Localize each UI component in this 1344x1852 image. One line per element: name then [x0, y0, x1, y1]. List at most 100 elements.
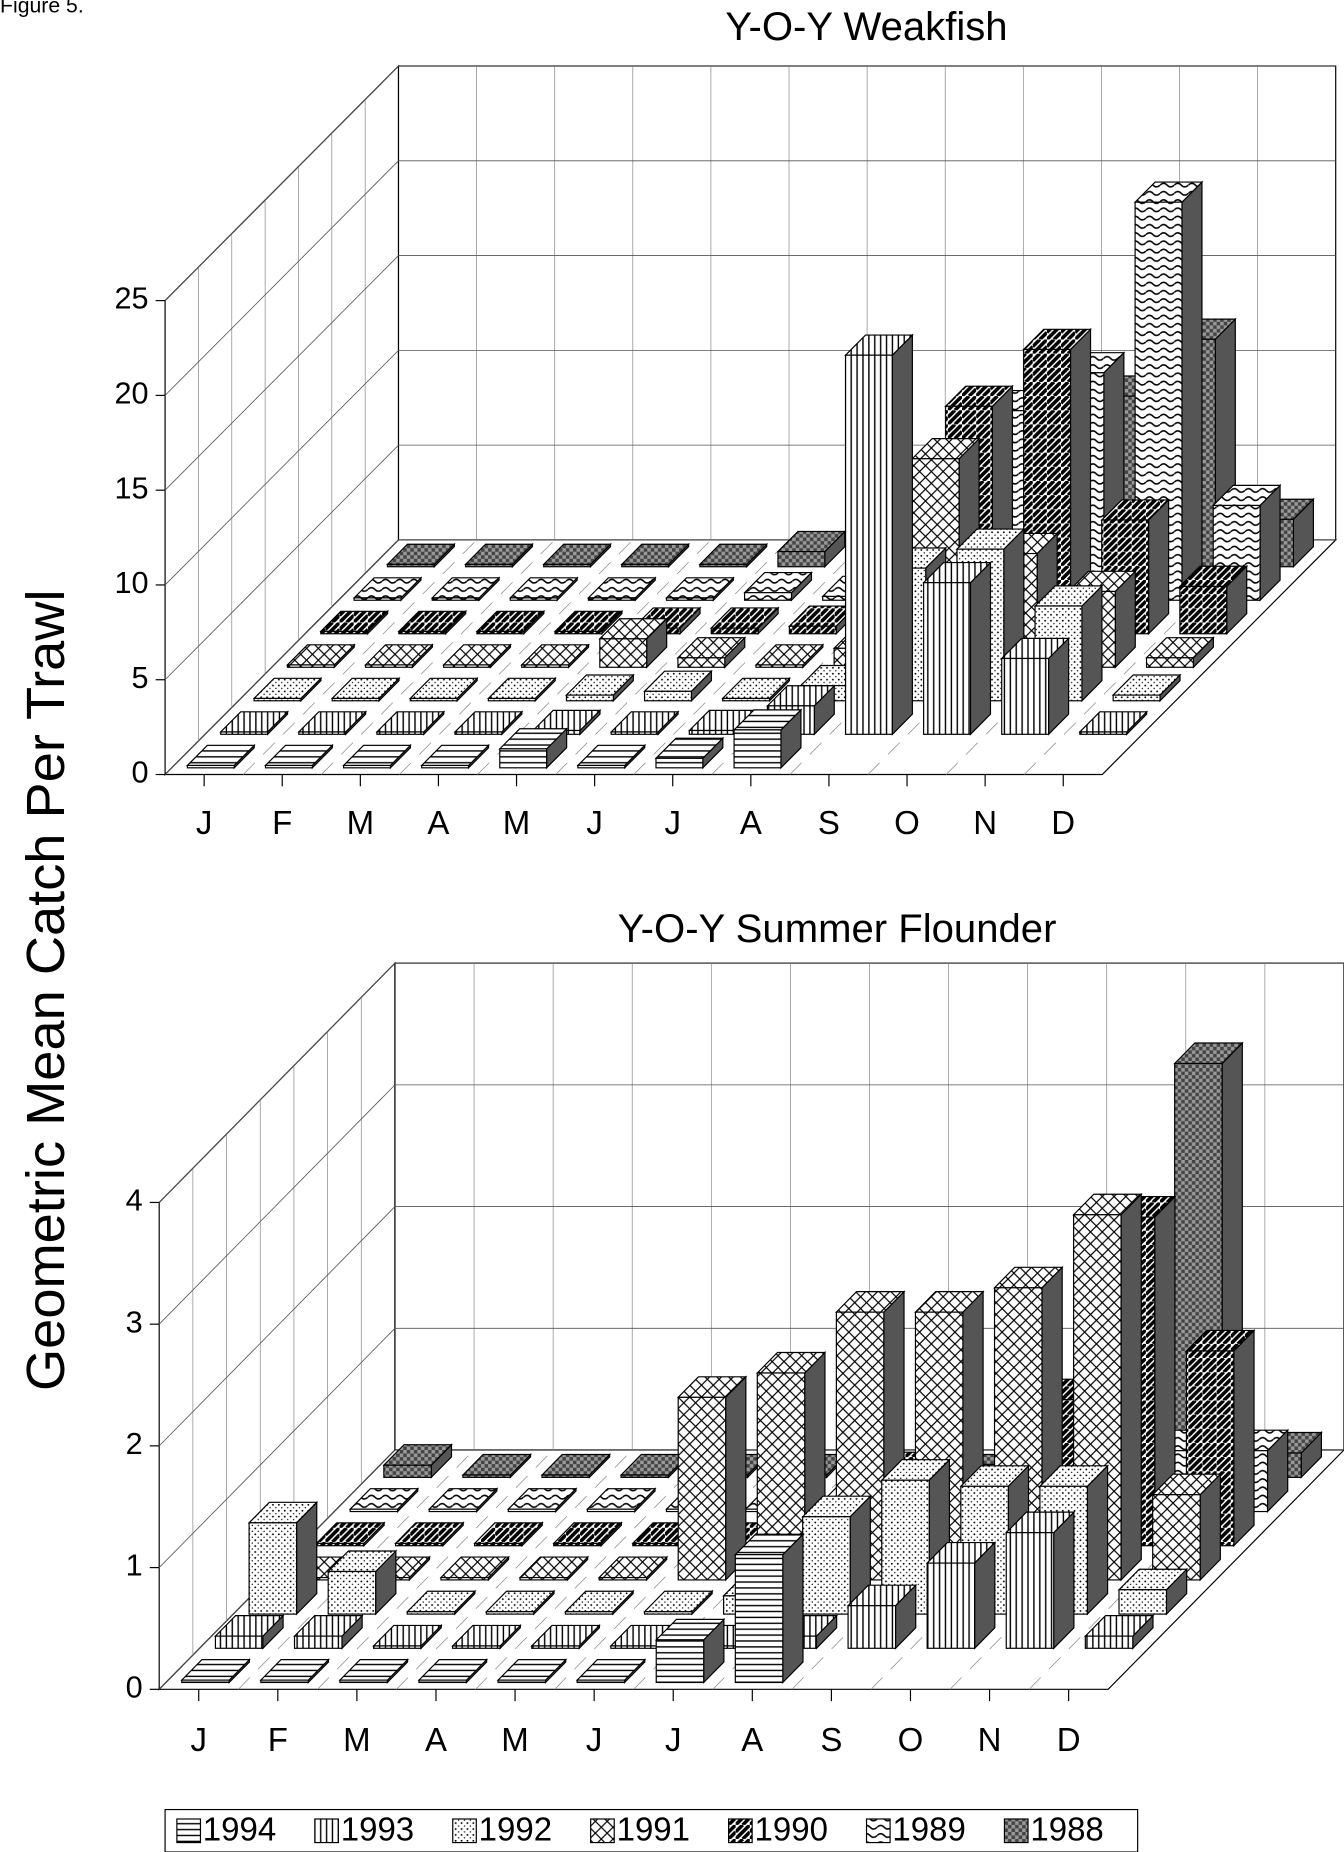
legend-swatch	[590, 1818, 615, 1844]
bar	[219, 710, 290, 736]
bar-front	[643, 690, 693, 702]
bar-front	[487, 697, 536, 702]
bar	[252, 676, 323, 703]
bar	[259, 1658, 330, 1684]
bar-front	[1152, 1494, 1201, 1581]
grid-line	[158, 1327, 396, 1568]
bar-front	[565, 694, 614, 702]
bar-front	[181, 1679, 230, 1684]
bar-front	[553, 1542, 602, 1547]
bar-front	[264, 764, 313, 769]
bar-side	[1181, 180, 1203, 602]
bar-front	[186, 764, 235, 769]
bar-front	[655, 1639, 705, 1684]
bar	[484, 1589, 556, 1616]
bar	[439, 1555, 511, 1582]
x-tick-label: N	[973, 804, 997, 841]
bar	[1151, 1472, 1222, 1582]
bar	[542, 542, 612, 569]
x-tick-label: F	[268, 1721, 288, 1758]
bar-front	[418, 1679, 468, 1684]
bar-front	[598, 1576, 648, 1581]
bar	[264, 743, 334, 770]
bar	[180, 1658, 251, 1684]
figure-label: Figure 5.	[0, 0, 84, 18]
bar-front	[699, 563, 748, 568]
bar-front	[454, 731, 503, 735]
bar	[776, 530, 847, 569]
bar	[364, 643, 434, 669]
legend-swatch	[314, 1818, 339, 1844]
bar-front	[464, 563, 513, 568]
x-tick-label: A	[740, 804, 762, 841]
x-tick-label: J	[586, 1721, 603, 1758]
bar	[442, 643, 512, 669]
bar	[1038, 1464, 1109, 1616]
x-tick-label: J	[196, 804, 213, 841]
bar-front	[744, 592, 793, 601]
x-tick-label: S	[820, 1721, 842, 1758]
bar-front	[409, 697, 458, 702]
bar-front	[531, 1645, 580, 1649]
bar	[427, 1487, 499, 1513]
bar-front	[383, 1464, 432, 1478]
bar-side	[891, 333, 913, 736]
bar-front	[406, 1611, 456, 1615]
bar-front	[476, 630, 525, 635]
bar-front	[722, 697, 771, 702]
x-tick-label: J	[190, 1721, 207, 1758]
grid-line	[158, 1206, 396, 1447]
bar-front	[474, 1542, 523, 1547]
bar-front	[507, 1508, 557, 1513]
bar	[1083, 1614, 1155, 1650]
bar	[518, 1555, 590, 1582]
chart-title: Y-O-Y Weakfish	[725, 5, 1007, 49]
bar-front	[440, 1576, 489, 1581]
bar	[372, 1623, 443, 1650]
bar	[382, 1443, 453, 1479]
legend-label: 1991	[617, 1811, 690, 1848]
bar	[319, 609, 390, 636]
bar-front	[521, 664, 570, 668]
bar	[643, 669, 713, 703]
bar	[597, 1555, 669, 1582]
bar-front	[643, 1611, 693, 1615]
bar-front	[298, 731, 347, 735]
y-axis-label: Geometric Mean Catch Per Trawl	[16, 589, 76, 1391]
bar	[330, 676, 401, 703]
x-tick-label: A	[741, 1721, 763, 1758]
bar	[925, 1541, 997, 1650]
bar-front	[543, 563, 592, 568]
bar-front	[394, 1542, 444, 1547]
y-tick-label: 20	[114, 376, 148, 410]
bar	[732, 708, 803, 770]
bar-front	[777, 550, 826, 568]
bar	[620, 542, 691, 569]
bar-front	[1112, 694, 1161, 702]
bar	[575, 1658, 647, 1684]
bar-front	[1118, 1589, 1168, 1615]
legend-swatch	[176, 1818, 202, 1844]
grid-line	[164, 255, 399, 491]
x-tick-label: A	[425, 1721, 447, 1758]
bar	[498, 727, 569, 770]
bar	[1145, 636, 1215, 669]
y-tick-label: 5	[132, 661, 149, 695]
bar-front	[733, 729, 782, 769]
bar-front	[576, 1679, 626, 1684]
bar	[1178, 564, 1249, 636]
bar	[530, 1623, 601, 1650]
bar	[506, 1487, 578, 1513]
bar-front	[386, 563, 435, 568]
bar-front	[1079, 731, 1128, 735]
bar-front	[376, 731, 425, 735]
bar	[338, 1658, 409, 1684]
bar-front	[599, 638, 648, 668]
bar-front	[214, 1635, 264, 1649]
bar-front	[677, 657, 726, 668]
bar	[293, 1614, 364, 1650]
bar-front	[1179, 585, 1228, 635]
bar-side	[1053, 1510, 1075, 1650]
legend-swatch	[865, 1818, 891, 1844]
